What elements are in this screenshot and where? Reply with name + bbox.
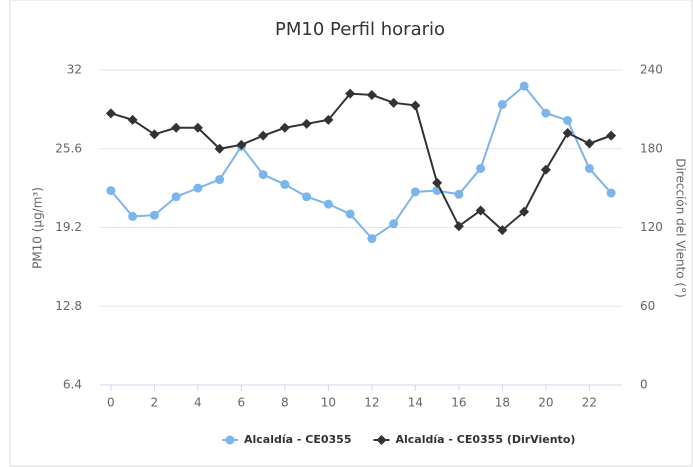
x-tick-label: 6	[238, 396, 246, 410]
point	[432, 177, 443, 188]
series-line	[110, 92, 612, 232]
y-tick-label: 12.8	[55, 299, 82, 313]
point	[454, 189, 464, 199]
x-tick-label: 0	[107, 396, 115, 410]
point	[106, 186, 116, 196]
point	[497, 99, 507, 109]
y-axis-title: PM10 (µg/m³)	[31, 187, 45, 269]
series-line	[110, 84, 612, 240]
point	[497, 225, 508, 236]
point	[410, 187, 420, 197]
point	[540, 164, 551, 175]
y-tick-label: 19.2	[55, 220, 82, 234]
point	[302, 192, 312, 202]
point	[345, 88, 356, 99]
point	[323, 199, 333, 209]
chart-frame	[9, 0, 693, 467]
point	[258, 170, 268, 180]
point	[345, 209, 355, 219]
point	[389, 219, 399, 229]
point	[584, 163, 594, 173]
point	[323, 114, 334, 125]
point	[519, 206, 530, 217]
y2-axis-title: Dirección del Viento (°)	[674, 158, 688, 298]
point	[519, 81, 529, 91]
point	[563, 115, 573, 125]
point	[215, 175, 225, 185]
y2-tick-label: 0	[640, 378, 648, 392]
point	[171, 122, 182, 133]
legend-label: Alcaldía - CE0355	[244, 433, 352, 446]
point	[366, 89, 377, 100]
x-tick-label: 10	[321, 396, 336, 410]
y2-tick-label: 240	[640, 63, 663, 77]
point	[562, 128, 573, 138]
y-tick-label: 6.4	[63, 378, 82, 392]
point	[105, 108, 116, 119]
x-tick-label: 16	[451, 396, 466, 410]
point	[367, 234, 377, 244]
chart-title: PM10 Perfil horario	[275, 19, 445, 40]
legend-label: Alcaldía - CE0355 (DirViento)	[396, 433, 576, 446]
point	[279, 122, 290, 133]
x-tick-label: 22	[582, 396, 597, 410]
x-tick-label: 18	[495, 396, 510, 410]
x-tick-label: 12	[364, 396, 379, 410]
y2-tick-label: 120	[640, 220, 663, 234]
point	[388, 97, 399, 108]
point	[606, 188, 616, 198]
x-tick-label: 20	[538, 396, 553, 410]
point	[149, 129, 160, 140]
point	[214, 143, 225, 154]
point	[453, 221, 464, 232]
point	[584, 138, 595, 149]
point	[127, 114, 138, 125]
y-tick-label: 25.6	[55, 141, 82, 155]
y2-tick-label: 180	[640, 141, 663, 155]
point	[410, 100, 421, 111]
point	[301, 118, 312, 129]
point	[476, 163, 486, 173]
point	[149, 210, 159, 220]
point	[192, 122, 203, 133]
x-tick-label: 8	[281, 396, 289, 410]
point	[236, 139, 247, 150]
x-tick-label: 2	[151, 396, 159, 410]
point	[475, 205, 486, 216]
point	[606, 130, 617, 141]
x-tick-label: 4	[194, 396, 202, 410]
point	[258, 130, 269, 141]
point	[128, 211, 138, 221]
legend-marker	[225, 435, 235, 445]
point	[280, 179, 290, 189]
point	[171, 192, 181, 202]
legend-marker	[376, 435, 387, 445]
point	[541, 108, 551, 118]
point	[193, 183, 203, 193]
x-tick-label: 14	[408, 396, 423, 410]
y-tick-label: 32	[67, 63, 82, 77]
y2-tick-label: 60	[640, 299, 655, 313]
